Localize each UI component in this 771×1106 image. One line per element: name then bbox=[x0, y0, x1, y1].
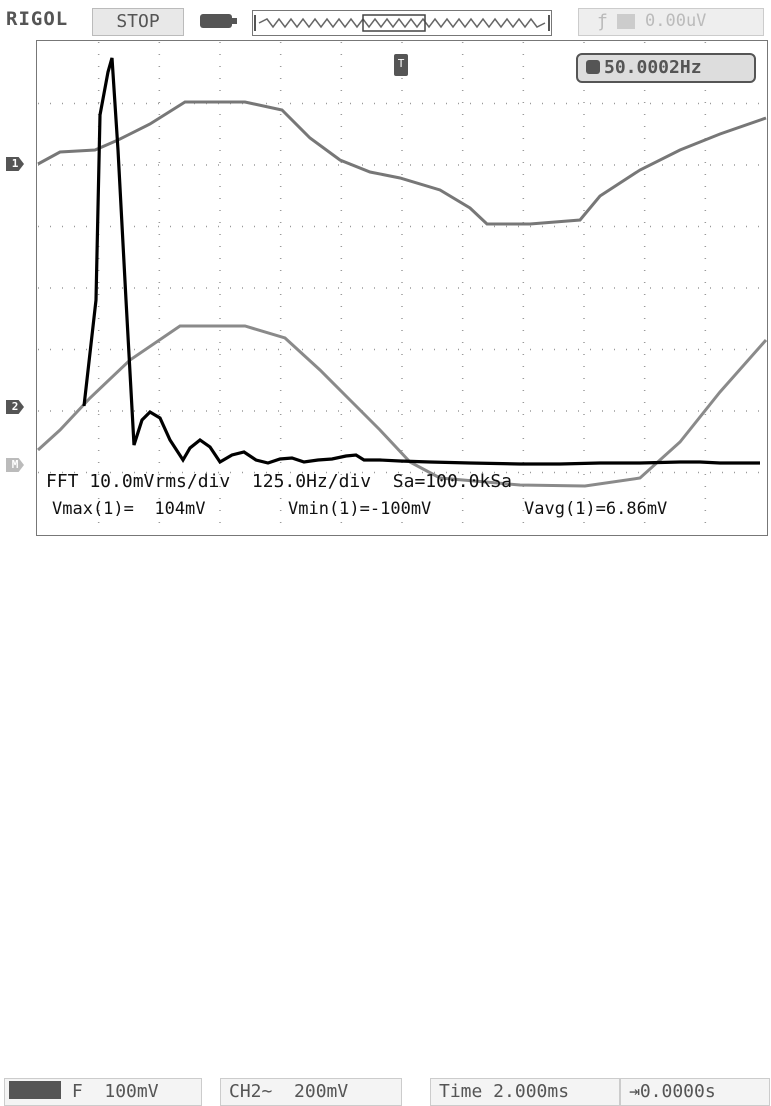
vmax-measurement: Vmax(1)= 104mV bbox=[52, 499, 206, 519]
frequency-counter-icon bbox=[586, 60, 600, 74]
ch2-status[interactable]: CH2~ 200mV bbox=[220, 1078, 402, 1106]
memory-waveform-icon bbox=[254, 14, 550, 32]
trigger-level: 0.00uV bbox=[645, 11, 707, 31]
trigger-source-chip bbox=[617, 14, 635, 29]
rising-edge-icon: ƒ bbox=[597, 11, 608, 32]
top-status-bar: RIGOL STOP ƒ 0.00uV bbox=[0, 0, 771, 40]
horizontal-offset-status[interactable]: ⇥0.0000s bbox=[620, 1078, 770, 1106]
ch1-scale: 100mV bbox=[104, 1081, 159, 1102]
run-stop-status[interactable]: STOP bbox=[92, 8, 184, 36]
frequency-value: 50.0002Hz bbox=[604, 57, 702, 78]
brand-logo: RIGOL bbox=[6, 8, 69, 30]
trigger-status-box[interactable]: ƒ 0.00uV bbox=[578, 8, 764, 36]
ch1-trace bbox=[37, 100, 767, 226]
ch1-bw-flag: F bbox=[71, 1081, 83, 1102]
fft-trace bbox=[82, 57, 760, 466]
ch1-offset-marker[interactable]: 1 bbox=[6, 157, 24, 171]
math-offset-marker[interactable]: M bbox=[6, 458, 24, 472]
ch2-offset-marker[interactable]: 2 bbox=[6, 400, 24, 414]
ch2-scale: 200mV bbox=[294, 1081, 349, 1102]
dc-coupling-icon bbox=[9, 1081, 61, 1099]
ch2-trace bbox=[36, 324, 768, 488]
frequency-readout: 50.0002Hz bbox=[576, 53, 756, 83]
waveform-overlay bbox=[36, 42, 768, 534]
memory-position-bar[interactable] bbox=[252, 10, 552, 36]
bottom-status-bar: F 100mV CH2~ 200mV Time 2.000ms ⇥0.0000s bbox=[0, 538, 771, 1106]
battery-icon bbox=[200, 14, 237, 28]
timebase-status[interactable]: Time 2.000ms bbox=[430, 1078, 620, 1106]
fft-settings-label: FFT 10.0mVrms/div 125.0Hz/div Sa=100.0kS… bbox=[46, 471, 512, 492]
ch2-label: CH2~ bbox=[229, 1081, 273, 1102]
vmin-measurement: Vmin(1)=-100mV bbox=[288, 499, 432, 519]
vavg-measurement: Vavg(1)=6.86mV bbox=[524, 499, 668, 519]
ch1-status[interactable]: F 100mV bbox=[4, 1078, 202, 1106]
trigger-position-marker[interactable]: T bbox=[394, 54, 408, 76]
